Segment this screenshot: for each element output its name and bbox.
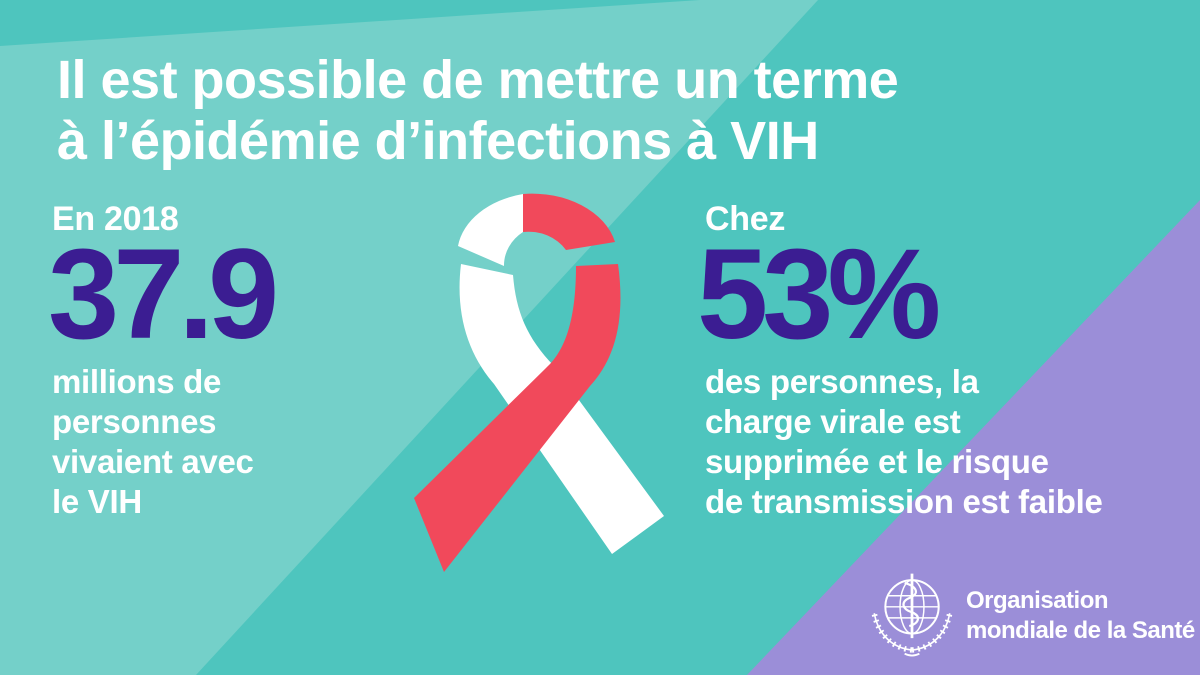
right-stat-line: de transmission est faible [705, 483, 1103, 520]
right-stat-line: des personnes, la [705, 363, 979, 400]
who-emblem-icon [871, 573, 953, 657]
left-stat-intro: En 2018 [52, 200, 179, 238]
right-stat-line: charge virale est [705, 403, 961, 440]
right-stat-value: 53% [697, 223, 941, 366]
left-stat-line: millions de [52, 363, 222, 400]
left-stat-description: millions de personnes vivaient avec le V… [52, 362, 254, 522]
right-stat-description: des personnes, la charge virale est supp… [705, 362, 1103, 522]
who-org-name-line-1: Organisation [966, 587, 1109, 614]
left-stat-line: vivaient avec [52, 443, 254, 480]
left-stat-value: 37.9 [48, 223, 279, 366]
right-stat-line: supprimée et le risque [705, 443, 1049, 480]
hiv-awareness-ribbon-icon [414, 193, 664, 572]
right-stat-intro: Chez [705, 200, 786, 238]
who-logo: Organisation mondiale de la Santé [866, 570, 1195, 662]
left-stat-line: le VIH [52, 483, 142, 520]
left-stat-line: personnes [52, 403, 217, 440]
title-line-2: à l’épidémie d’infections à VIH [57, 111, 819, 171]
who-org-name-line-2: mondiale de la Santé [966, 617, 1195, 644]
title-line-1: Il est possible de mettre un terme [57, 50, 899, 110]
who-org-name: Organisation mondiale de la Santé [966, 586, 1195, 646]
page-title: Il est possible de mettre un terme à l’é… [57, 50, 1167, 172]
